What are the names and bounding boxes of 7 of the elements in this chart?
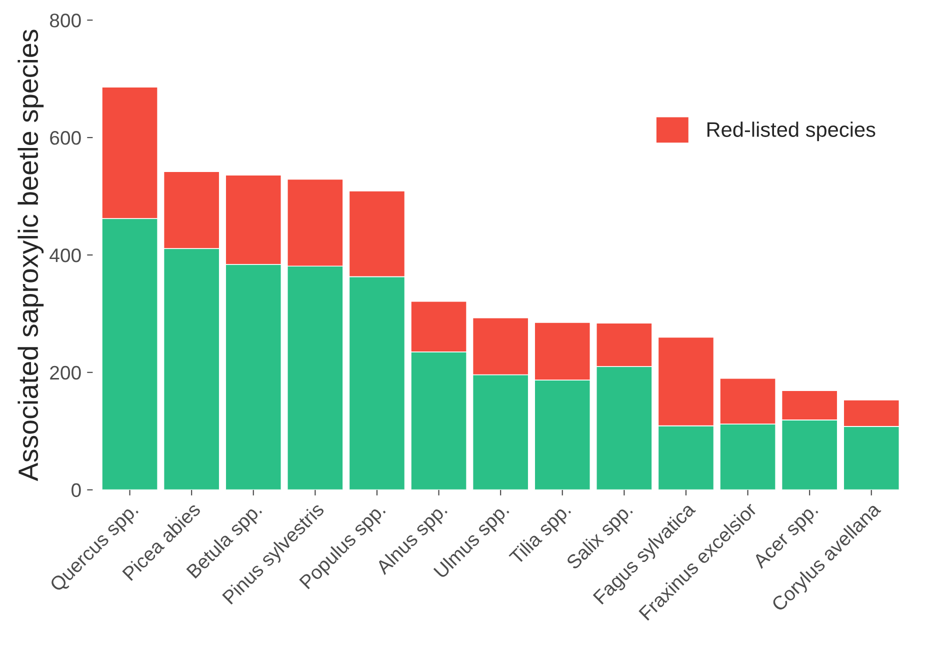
y-axis-title: Associated saproxylic beetle species [18,30,44,482]
legend-label: Red-listed species [707,122,876,142]
y-tick-label: 0 [72,483,81,498]
y-tick-label: 200 [50,366,81,380]
y-tick-label: 800 [50,14,81,28]
y-tick-label: 400 [50,248,81,262]
y-tick-label: 600 [50,131,81,145]
